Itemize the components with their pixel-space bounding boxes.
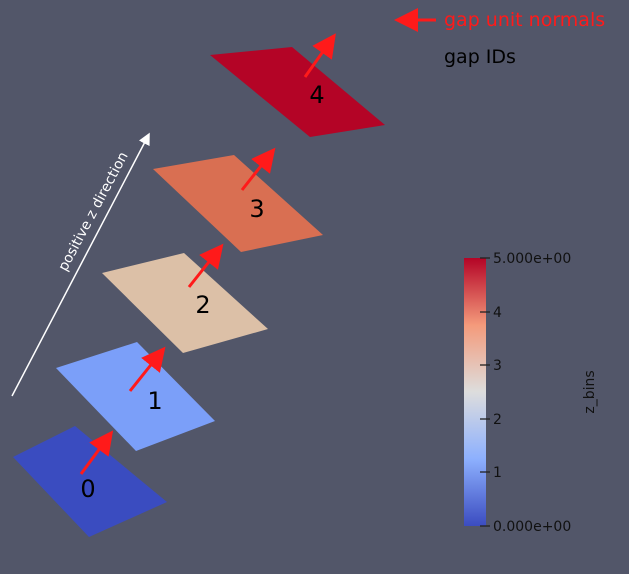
gap-plane-2 [102, 253, 268, 353]
gap-id-4: 4 [309, 81, 324, 109]
colorbar-max-label: 5.000e+00 [493, 251, 571, 267]
colorbar-tick-4: 4 [493, 305, 502, 321]
colorbar-tick-1: 1 [493, 465, 502, 481]
gap-plane-0 [13, 426, 167, 537]
legend-ids-label: gap IDs [444, 46, 516, 68]
normal-arrow-3 [240, 147, 276, 191]
colorbar-tick-3: 3 [493, 358, 502, 374]
gap-plane-1 [56, 342, 215, 451]
gap-id-0: 0 [80, 475, 95, 503]
colorbar-tick-2: 2 [493, 412, 502, 428]
normal-arrow-1 [128, 346, 166, 392]
colorbar-min-label: 0.000e+00 [493, 519, 571, 535]
normal-arrow-4 [303, 33, 336, 78]
normal-arrow-2 [187, 243, 224, 288]
colorbar [464, 258, 486, 526]
z-direction-arrow [11, 132, 150, 397]
legend-normals-label: gap unit normals [444, 9, 605, 31]
gap-plane-3 [153, 155, 323, 252]
gap-id-3: 3 [249, 195, 264, 223]
gap-id-1: 1 [147, 387, 162, 415]
colorbar-title: z_bins [582, 370, 598, 413]
z-direction-label: positive z direction [55, 149, 131, 274]
gap-id-2: 2 [195, 291, 210, 319]
normal-arrow-0 [79, 430, 114, 475]
gap-plane-4 [210, 47, 385, 137]
